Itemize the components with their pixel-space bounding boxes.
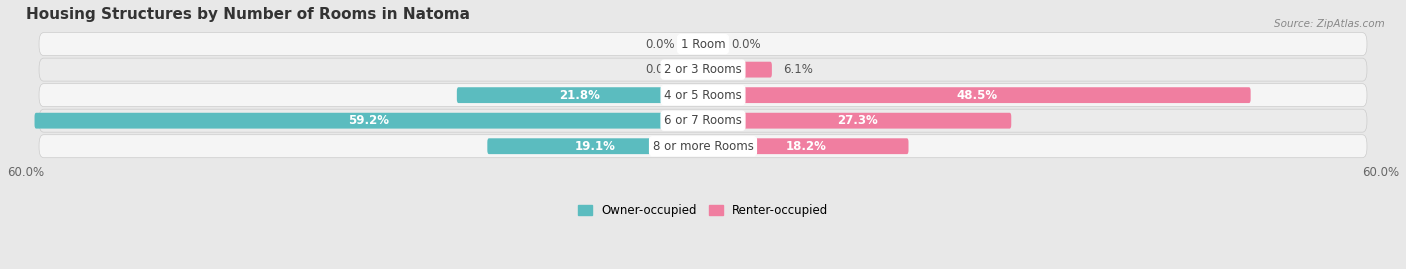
- Text: Source: ZipAtlas.com: Source: ZipAtlas.com: [1274, 19, 1385, 29]
- FancyBboxPatch shape: [703, 62, 772, 77]
- FancyBboxPatch shape: [39, 135, 1367, 158]
- FancyBboxPatch shape: [39, 58, 1367, 81]
- FancyBboxPatch shape: [488, 138, 703, 154]
- Text: 0.0%: 0.0%: [645, 63, 675, 76]
- FancyBboxPatch shape: [39, 84, 1367, 107]
- Text: 8 or more Rooms: 8 or more Rooms: [652, 140, 754, 153]
- FancyBboxPatch shape: [703, 138, 908, 154]
- Text: Housing Structures by Number of Rooms in Natoma: Housing Structures by Number of Rooms in…: [25, 7, 470, 22]
- FancyBboxPatch shape: [39, 33, 1367, 56]
- Text: 19.1%: 19.1%: [575, 140, 616, 153]
- Text: 0.0%: 0.0%: [731, 38, 761, 51]
- Text: 1 Room: 1 Room: [681, 38, 725, 51]
- Text: 4 or 5 Rooms: 4 or 5 Rooms: [664, 89, 742, 102]
- Text: 2 or 3 Rooms: 2 or 3 Rooms: [664, 63, 742, 76]
- FancyBboxPatch shape: [457, 87, 703, 103]
- FancyBboxPatch shape: [39, 109, 1367, 132]
- FancyBboxPatch shape: [703, 87, 1251, 103]
- FancyBboxPatch shape: [35, 113, 703, 129]
- Legend: Owner-occupied, Renter-occupied: Owner-occupied, Renter-occupied: [572, 200, 834, 222]
- Text: 6 or 7 Rooms: 6 or 7 Rooms: [664, 114, 742, 127]
- Text: 6.1%: 6.1%: [783, 63, 813, 76]
- Text: 21.8%: 21.8%: [560, 89, 600, 102]
- FancyBboxPatch shape: [703, 113, 1011, 129]
- Text: 48.5%: 48.5%: [956, 89, 997, 102]
- Text: 59.2%: 59.2%: [349, 114, 389, 127]
- Text: 18.2%: 18.2%: [786, 140, 827, 153]
- Text: 0.0%: 0.0%: [645, 38, 675, 51]
- Text: 27.3%: 27.3%: [837, 114, 877, 127]
